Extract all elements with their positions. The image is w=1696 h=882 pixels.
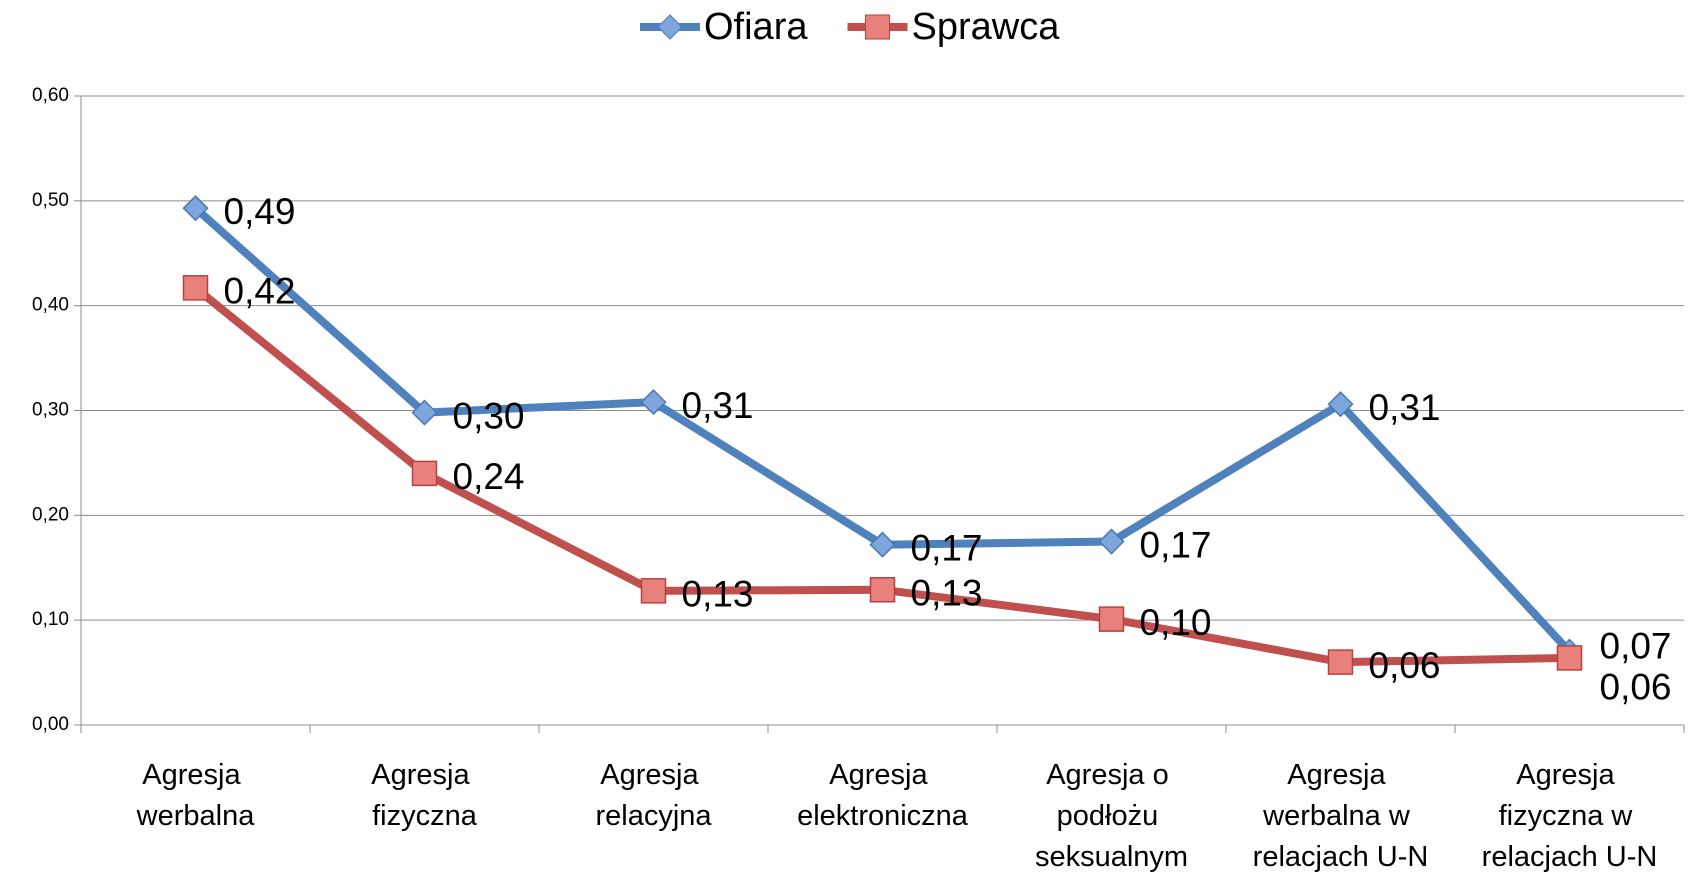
y-tick-label: 0,40: [32, 295, 69, 316]
y-tick-label: 0,30: [32, 400, 69, 421]
marker: [1098, 528, 1125, 555]
marker: [869, 531, 896, 558]
data-label: 0,30: [453, 395, 525, 436]
marker: [1327, 391, 1354, 418]
marker: [411, 460, 438, 487]
marker: [1556, 645, 1583, 671]
data-label: 0,13: [682, 574, 754, 615]
x-tick-label: Agresja o podłożu seksualnym: [1035, 759, 1188, 873]
series-line: [192, 284, 1570, 667]
data-label: 0,10: [1140, 602, 1212, 643]
x-tick-label: Agresja elektroniczna: [797, 759, 969, 832]
data-label: 0,07: [1600, 625, 1672, 666]
y-tick-label: 0,60: [32, 85, 69, 106]
x-tick-label: Agresja fizyczna: [371, 759, 477, 832]
x-tick-label: Agresja werbalna: [136, 759, 256, 832]
data-label: 0,13: [911, 573, 983, 614]
marker: [1327, 649, 1354, 675]
data-label: 0,24: [453, 456, 525, 497]
data-label: 0,06: [1600, 667, 1672, 708]
legend-label: Ofiara: [704, 6, 808, 48]
legend-marker: [657, 14, 683, 40]
data-label: 0,31: [1369, 387, 1441, 428]
data-label: 0,06: [1369, 645, 1441, 686]
marker: [411, 399, 438, 426]
marker: [869, 577, 896, 603]
y-tick-label: 0,00: [32, 714, 69, 735]
marker: [640, 389, 667, 416]
y-tick-label: 0,20: [32, 504, 69, 525]
x-tick-label: Agresja relacyjna: [595, 759, 712, 832]
data-label: 0,49: [224, 191, 296, 232]
marker: [1098, 606, 1125, 632]
data-label: 0,17: [911, 527, 983, 568]
y-tick-label: 0,50: [32, 190, 69, 211]
y-tick-label: 0,10: [32, 609, 69, 630]
marker: [182, 195, 209, 222]
legend-label: Sprawca: [911, 6, 1060, 48]
data-label: 0,31: [682, 385, 754, 426]
data-label: 0,42: [224, 271, 296, 312]
marker: [640, 578, 667, 604]
legend-marker: [864, 14, 890, 40]
x-tick-label: Agresja fizyczna w relacjach U-N: [1482, 759, 1658, 873]
data-label: 0,17: [1140, 524, 1212, 565]
marker: [182, 275, 209, 301]
x-tick-label: Agresja werbalna w relacjach U-N: [1253, 759, 1429, 873]
